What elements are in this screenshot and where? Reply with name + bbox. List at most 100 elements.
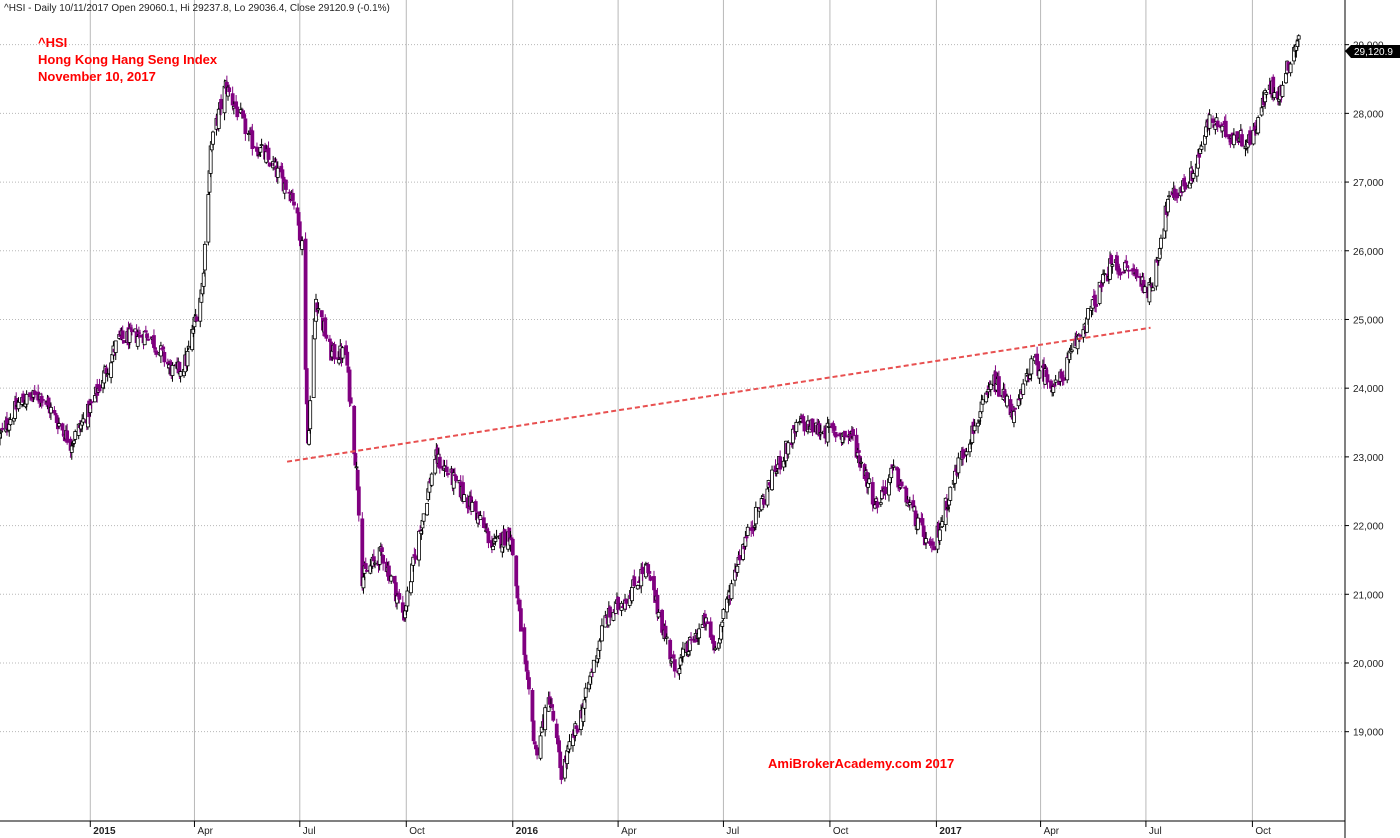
candle (976, 419, 980, 434)
candle (206, 191, 211, 246)
candle (1248, 126, 1252, 146)
candle (705, 619, 710, 625)
candle (843, 430, 847, 441)
candle (518, 607, 523, 632)
last-price-tag: 29,120.9 (1345, 45, 1400, 58)
candle (1110, 263, 1115, 274)
x-tick-label: 2015 (93, 826, 116, 837)
candle (494, 529, 499, 540)
candle (678, 656, 683, 671)
chart-header-info: ^HSI - Daily 10/11/2017 Open 29060.1, Hi… (4, 3, 390, 14)
candle (514, 555, 519, 588)
candle (113, 340, 118, 361)
candle (721, 608, 726, 621)
candle (1240, 128, 1244, 148)
title-name: Hong Kong Hang Seng Index (38, 52, 218, 67)
candle (227, 84, 232, 95)
last-price-label: 29,120.9 (1354, 47, 1393, 58)
candle (677, 663, 682, 680)
candle (859, 457, 864, 468)
candle (510, 538, 515, 557)
candle (802, 421, 807, 436)
chart-grid (0, 0, 1345, 821)
candle (988, 380, 993, 397)
x-tick-label: Apr (197, 826, 213, 837)
candle (856, 443, 861, 459)
candle (786, 440, 791, 459)
candle (283, 179, 288, 194)
candle (162, 349, 167, 367)
candle (1134, 267, 1139, 282)
candle (972, 419, 977, 434)
candle (73, 429, 78, 441)
candle (337, 356, 342, 366)
candle (591, 659, 596, 673)
x-tick-label: Oct (409, 826, 425, 837)
candle (904, 485, 909, 503)
candle (635, 584, 640, 590)
candle (454, 475, 458, 483)
candle (143, 325, 148, 333)
candle (470, 499, 475, 512)
candle (834, 433, 839, 437)
candle (312, 318, 317, 340)
candle (1284, 72, 1288, 84)
candle (1264, 91, 1269, 99)
candle (365, 565, 369, 572)
candle (202, 241, 207, 277)
candle (883, 480, 888, 500)
candle (425, 502, 430, 516)
candle (130, 324, 134, 336)
candle (21, 390, 26, 403)
candle (770, 465, 774, 492)
candle (429, 472, 434, 487)
candle (778, 450, 783, 475)
y-tick-label: 21,000 (1353, 590, 1384, 601)
candle (531, 719, 536, 745)
candle (1150, 282, 1155, 292)
candle (656, 609, 661, 620)
candle (543, 704, 548, 737)
candle (1118, 268, 1123, 280)
watermark: AmiBrokerAcademy.com 2017 (768, 756, 954, 771)
candle (211, 130, 215, 149)
candle (186, 340, 191, 351)
x-tick-label: Apr (1044, 826, 1060, 837)
candle (216, 104, 221, 132)
candle (1061, 370, 1066, 386)
candle (486, 527, 491, 549)
candle (1045, 367, 1050, 389)
candle (559, 760, 564, 785)
candle (97, 378, 102, 393)
candle (138, 329, 142, 338)
candle (1167, 190, 1171, 200)
candle (899, 479, 904, 490)
title-symbol: ^HSI (38, 35, 67, 50)
candle (413, 549, 418, 564)
candle (105, 368, 110, 382)
candle (1272, 87, 1277, 101)
candle (303, 232, 308, 371)
candle (1231, 128, 1236, 149)
candlestick-series (0, 34, 1301, 785)
candle (81, 412, 86, 425)
candle (311, 331, 316, 398)
candle (712, 635, 717, 654)
candle (940, 515, 945, 528)
candle (535, 744, 539, 760)
candle (818, 425, 823, 441)
candle (794, 419, 799, 437)
candle (762, 494, 766, 508)
candle (1005, 393, 1009, 409)
candle (109, 360, 114, 384)
candle (194, 314, 199, 322)
candle (354, 461, 359, 472)
y-tick-label: 28,000 (1353, 109, 1384, 120)
candle (697, 623, 702, 645)
candle (1029, 355, 1034, 382)
candle (16, 397, 21, 412)
x-tick-label: Oct (1255, 826, 1271, 837)
candle (389, 574, 394, 584)
x-tick-label: Jul (726, 826, 739, 837)
